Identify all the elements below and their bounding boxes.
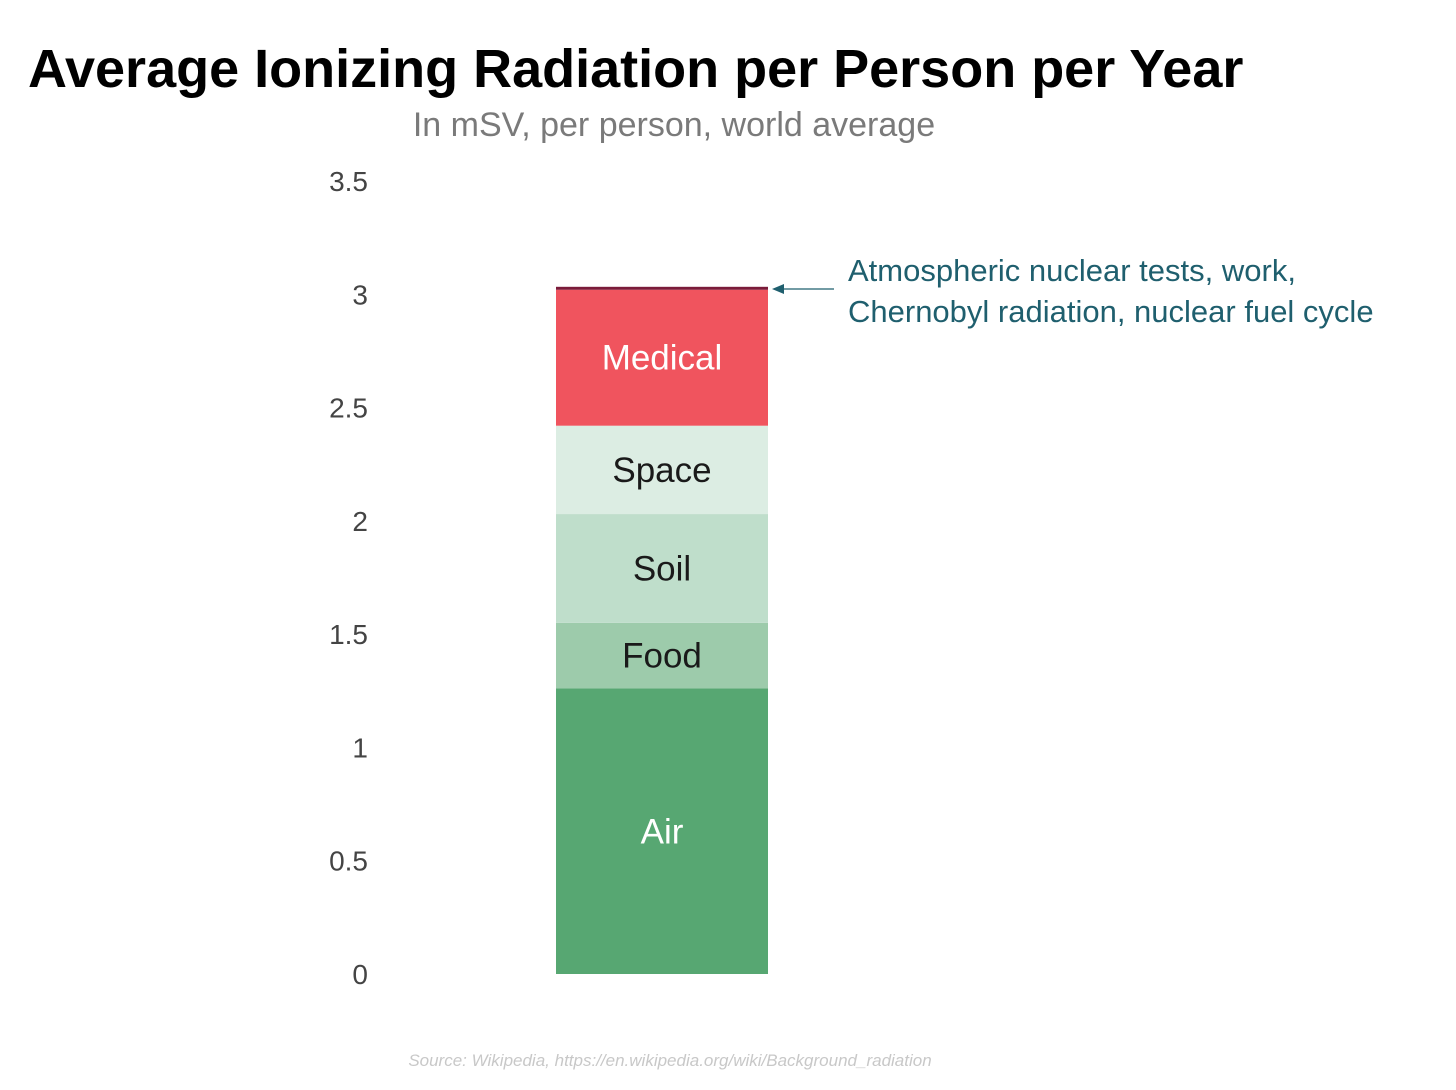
segment-label-space: Space — [612, 451, 711, 490]
bar-segment-soil — [556, 514, 768, 623]
annotation: Atmospheric nuclear tests, work, Chernob… — [772, 253, 1374, 329]
bar-segment-air — [556, 688, 768, 974]
y-axis-ticks: 0 0.5 1 1.5 2 2.5 3 3.5 — [329, 166, 368, 990]
annotation-line-2: Chernobyl radiation, nuclear fuel cycle — [848, 294, 1374, 329]
segment-label-medical: Medical — [602, 339, 723, 378]
bar-segment-other-sources — [556, 286, 768, 290]
bar-segment-space — [556, 425, 768, 515]
bar-segment-food — [556, 622, 768, 689]
bar-segment-medical — [556, 289, 768, 426]
y-tick-label: 2 — [352, 506, 368, 537]
annotation-line-1: Atmospheric nuclear tests, work, — [848, 253, 1296, 288]
annotation-arrow-icon — [772, 284, 784, 294]
source-note: Source: Wikipedia, https://en.wikipedia.… — [408, 1051, 931, 1070]
segment-label-food: Food — [622, 637, 702, 676]
y-tick-label: 3 — [352, 279, 368, 310]
y-tick-label: 1.5 — [329, 619, 368, 650]
y-tick-label: 3.5 — [329, 166, 368, 197]
y-tick-label: 2.5 — [329, 393, 368, 424]
chart-title: Average Ionizing Radiation per Person pe… — [28, 39, 1243, 99]
segment-label-air: Air — [641, 812, 684, 851]
y-tick-label: 0.5 — [329, 846, 368, 877]
stacked-bar — [556, 286, 768, 974]
segment-label-soil: Soil — [633, 549, 691, 588]
chart-subtitle: In mSV, per person, world average — [413, 106, 935, 144]
segment-labels: Air Food Soil Space Medical — [602, 339, 723, 852]
y-tick-label: 1 — [352, 732, 368, 763]
y-tick-label: 0 — [352, 959, 368, 990]
